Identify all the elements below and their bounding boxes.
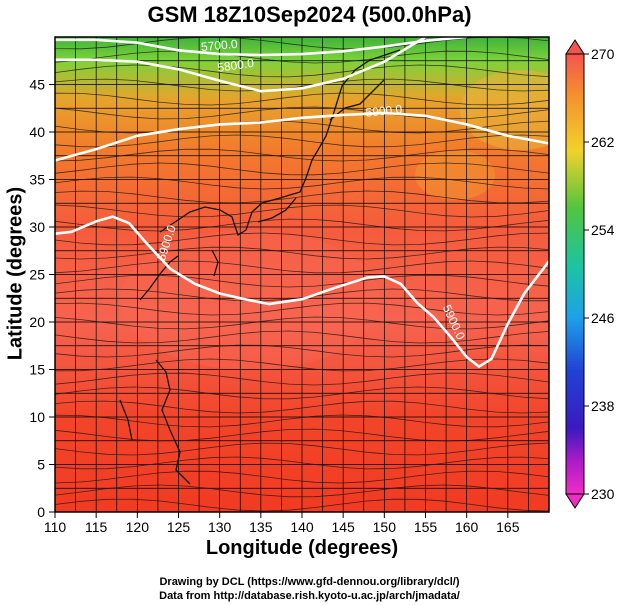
streamline xyxy=(55,148,549,162)
y-tick-label: 25 xyxy=(29,267,45,283)
streamline xyxy=(55,204,549,218)
x-axis-label: Longitude (degrees) xyxy=(205,537,399,559)
contour-line xyxy=(55,215,549,369)
colorbar-top-arrow xyxy=(565,39,585,55)
y-tick-label: 0 xyxy=(37,504,45,520)
streamline xyxy=(55,288,549,302)
streamline xyxy=(55,64,549,78)
y-tick-label: 35 xyxy=(29,172,45,188)
streamline xyxy=(55,428,549,442)
streamline xyxy=(55,470,549,484)
y-tick-label: 20 xyxy=(29,314,45,330)
contour-line xyxy=(55,37,427,93)
y-tick-label: 15 xyxy=(29,362,45,378)
streamline xyxy=(55,456,549,470)
colorbar-tick-label: 246 xyxy=(591,310,615,326)
x-tick-label: 115 xyxy=(85,519,108,535)
contour-label: 5800.0 xyxy=(216,56,255,75)
coastlines xyxy=(119,49,401,485)
streamline xyxy=(55,316,549,330)
streamline xyxy=(55,176,549,190)
streamline xyxy=(55,162,549,176)
y-axis-ticks: 0 5 10 15 20 25 30 35 40 45 xyxy=(29,77,55,520)
plot-title: GSM 18Z10Sep2024 (500.0hPa) xyxy=(147,2,472,27)
x-tick-label: 125 xyxy=(167,519,191,535)
x-tick-label: 140 xyxy=(290,519,314,535)
streamline xyxy=(55,106,549,120)
colorbar-gradient xyxy=(565,53,585,495)
colorbar: 270 262 254 246 238 230 xyxy=(565,39,615,509)
y-tick-label: 45 xyxy=(29,77,45,93)
streamline xyxy=(55,92,549,106)
colorbar-tick-label: 238 xyxy=(591,398,615,414)
colorbar-tick-label: 262 xyxy=(591,134,615,150)
x-axis-ticks: 110 115 120 125 130 135 140 145 150 155 160 165 xyxy=(44,512,520,535)
streamline xyxy=(55,120,549,134)
streamline xyxy=(55,246,549,260)
streamline xyxy=(55,302,549,316)
streamline xyxy=(55,400,549,414)
credit-data-source: Data from http://database.rish.kyoto-u.a… xyxy=(159,590,460,602)
lat-lon-grid xyxy=(55,37,549,512)
y-tick-label: 30 xyxy=(29,219,45,235)
streamline xyxy=(55,358,549,372)
y-tick-label: 10 xyxy=(29,409,45,425)
contour-line xyxy=(55,37,467,57)
streamline xyxy=(55,442,549,456)
y-axis-label: Latitude (degrees) xyxy=(4,186,27,361)
x-tick-label: 150 xyxy=(373,519,397,535)
streamline xyxy=(55,330,549,344)
streamline xyxy=(55,260,549,274)
wind-streamlines xyxy=(55,37,549,512)
streamline xyxy=(55,274,549,288)
x-tick-label: 135 xyxy=(249,519,273,535)
x-tick-label: 120 xyxy=(126,519,150,535)
x-tick-label: 145 xyxy=(331,519,355,535)
streamline xyxy=(55,232,549,246)
anomaly-center xyxy=(415,150,495,200)
y-tick-label: 5 xyxy=(37,457,45,473)
colorbar-bottom-arrow xyxy=(565,493,585,509)
x-tick-label: 165 xyxy=(496,519,520,535)
streamline xyxy=(55,372,549,386)
contour-line xyxy=(55,111,549,162)
y-tick-label: 40 xyxy=(29,124,45,140)
x-tick-label: 155 xyxy=(414,519,438,535)
contour-label: 5900.0 xyxy=(365,102,403,120)
streamline xyxy=(55,414,549,428)
colorbar-tick-label: 230 xyxy=(591,486,615,502)
streamline xyxy=(55,484,549,498)
x-tick-label: 110 xyxy=(44,519,67,535)
streamline xyxy=(55,386,549,400)
streamline xyxy=(55,218,549,232)
streamline xyxy=(55,50,549,64)
streamline xyxy=(55,498,549,512)
streamline xyxy=(55,134,549,148)
credit-dcl: Drawing by DCL (https://www.gfd-dennou.o… xyxy=(159,576,460,588)
colorbar-tick-label: 270 xyxy=(591,46,615,62)
colorbar-tick-label: 254 xyxy=(591,222,615,238)
x-tick-label: 130 xyxy=(208,519,232,535)
x-tick-label: 160 xyxy=(455,519,479,535)
contour-label: 5700.0 xyxy=(200,37,238,54)
streamline xyxy=(55,190,549,204)
